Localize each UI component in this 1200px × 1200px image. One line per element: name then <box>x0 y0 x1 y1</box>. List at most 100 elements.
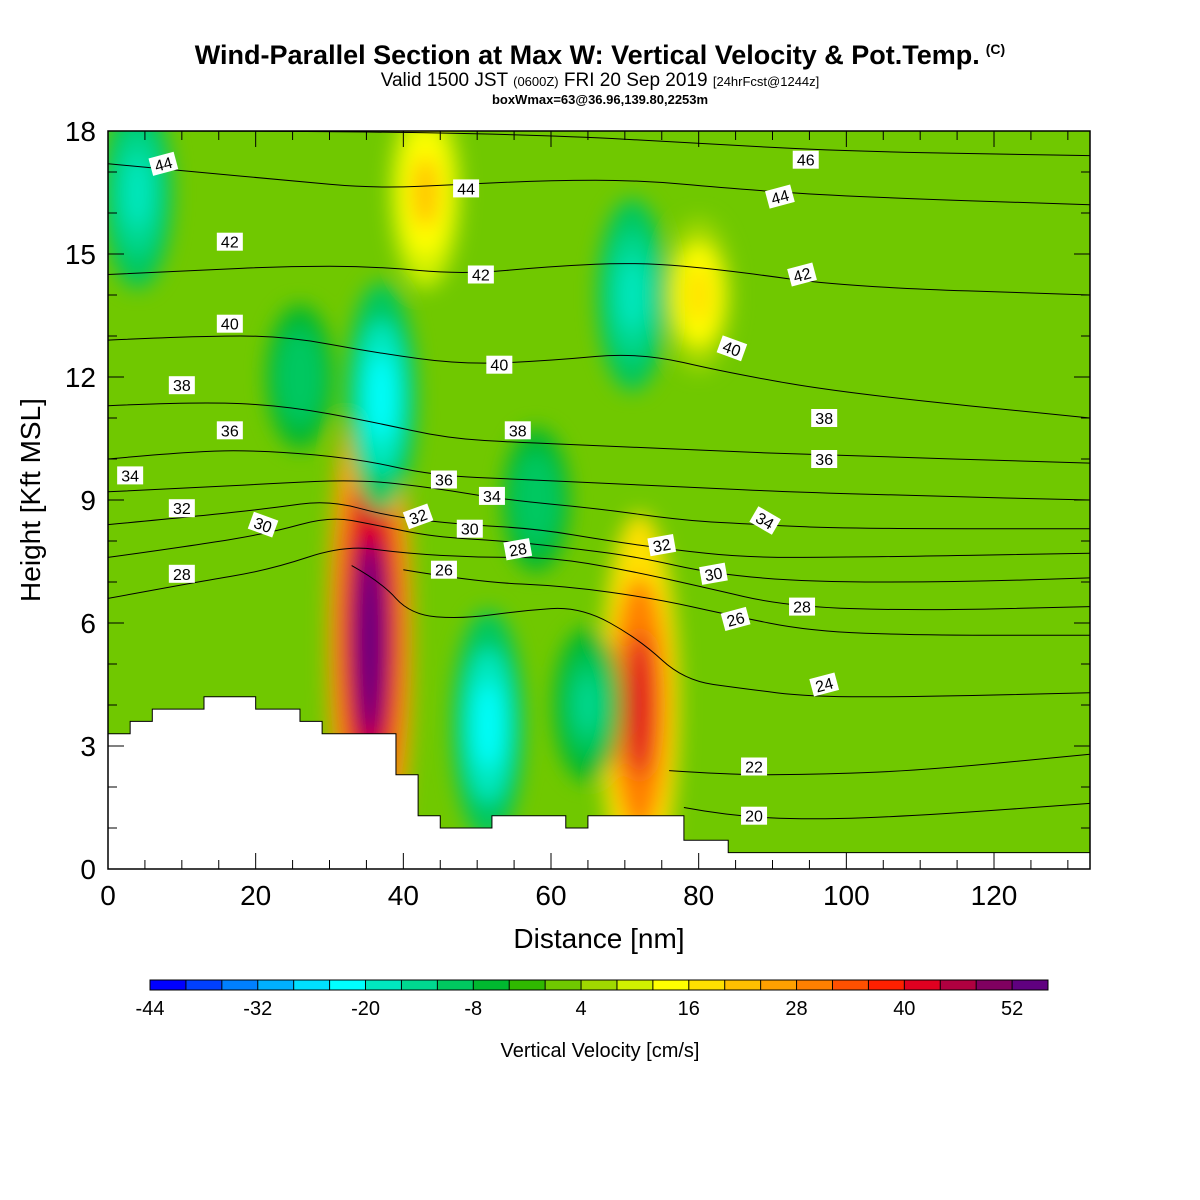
contour-label-text: 34 <box>483 489 501 506</box>
contour-label-text: 36 <box>815 452 833 469</box>
contour-label-text: 26 <box>725 610 747 631</box>
colorbar-swatch <box>688 980 726 990</box>
contour-label: 22 <box>741 757 768 777</box>
contour-label-text: 34 <box>121 468 139 485</box>
colorbar-label: Vertical Velocity [cm/s] <box>501 1040 700 1062</box>
contour-label: 44 <box>148 151 179 176</box>
contour-label-box <box>699 562 728 585</box>
contour-label-box <box>749 506 781 535</box>
contour-label: 34 <box>117 466 144 485</box>
contour-label-box <box>765 184 795 209</box>
y-tick-label: 0 <box>80 854 96 885</box>
colorbar-swatch <box>365 980 402 990</box>
contour-label: 34 <box>478 486 505 506</box>
colorbar-tick-label: -20 <box>351 998 380 1020</box>
colorbar-swatch <box>221 980 259 990</box>
colorbar-swatch <box>760 980 798 990</box>
contour-label-box <box>148 151 179 176</box>
contour-label-box <box>247 511 279 538</box>
contour-label-text: 42 <box>472 268 490 285</box>
y-tick-label: 6 <box>80 608 96 639</box>
contour-label-box <box>430 470 457 489</box>
contour-label: 26 <box>430 560 457 580</box>
contour-label-box <box>811 409 838 427</box>
contour-label: 32 <box>402 503 434 530</box>
contour-label-box <box>216 421 243 440</box>
contour-label-text: 22 <box>745 760 763 777</box>
contour-label-text: 38 <box>173 378 191 395</box>
colorbar-swatch <box>868 980 905 990</box>
valid-utc: (0600Z) <box>513 74 559 89</box>
theta-contour-42 <box>108 263 1090 296</box>
contour-label: 40 <box>486 355 513 375</box>
contour-label-text: 44 <box>153 155 175 176</box>
colorbar-tick-label: -32 <box>243 998 272 1020</box>
theta-contour-26 <box>403 569 1090 636</box>
contour-label-box <box>430 560 457 579</box>
chart-title: Wind-Parallel Section at Max W: Vertical… <box>0 40 1200 71</box>
contour-label-box <box>716 335 748 362</box>
terrain <box>108 696 1090 869</box>
colorbar-swatch <box>473 980 510 990</box>
velocity-cell-core <box>475 682 502 769</box>
y-tick-label: 12 <box>65 362 96 393</box>
velocity-cell-core <box>575 676 601 734</box>
contour-label-box <box>216 314 243 333</box>
contour-label-text: 32 <box>173 501 191 518</box>
forecast-info: [24hrFcst@1244z] <box>712 74 820 89</box>
contour-label-text: 46 <box>797 153 815 170</box>
box-info: boxWmax=63@36.96,139.80,2253m <box>491 92 709 107</box>
contour-label: 32 <box>168 499 195 518</box>
x-tick-label: 20 <box>240 880 271 911</box>
theta-contour-34 <box>108 480 1090 530</box>
velocity-cell-core <box>625 633 654 777</box>
contour-label-box <box>168 376 195 395</box>
contour-label-text: 40 <box>720 339 743 361</box>
contour-label-box <box>741 806 768 825</box>
contour-label-text: 30 <box>251 515 274 537</box>
contour-label: 32 <box>647 533 677 557</box>
contour-label: 28 <box>789 597 816 617</box>
colorbar-swatch <box>940 980 977 990</box>
contour-labels: 44 42 40 38 36 34 32 30 28 44 42 40 38 36 34 32 30 28 26 46… <box>117 150 840 826</box>
contour-label-box <box>789 597 816 616</box>
contour-label: 26 <box>720 606 751 631</box>
contour-label: 36 <box>216 421 243 440</box>
contour-label-text: 28 <box>793 600 811 617</box>
contour-label: 20 <box>741 806 768 826</box>
theta-contour-24 <box>351 565 1090 698</box>
theta-contour-32 <box>108 502 1090 558</box>
contour-label: 36 <box>430 470 457 490</box>
colorbar-swatch <box>581 980 618 990</box>
theta-contour-36 <box>108 450 1090 501</box>
colorbar-tick-label: -44 <box>136 998 165 1020</box>
contour-label: 40 <box>716 335 748 362</box>
velocity-cell-core <box>368 354 394 441</box>
colorbar-swatch <box>976 980 1013 990</box>
contour-label-text: 32 <box>652 537 673 557</box>
colorbar-frame <box>149 979 1049 991</box>
colorbar-tick-label: 16 <box>678 998 700 1020</box>
contour-label-box <box>503 538 533 561</box>
colorbar-swatch <box>724 980 762 990</box>
contour-label-box <box>453 179 480 198</box>
valid-prefix: Valid 1500 JST <box>380 70 508 91</box>
x-tick-label: 80 <box>683 880 714 911</box>
x-axis-label: Distance [nm] <box>513 923 684 954</box>
contour-label: 30 <box>699 562 728 585</box>
x-tick-label: 40 <box>388 880 419 911</box>
terrain-profile <box>108 696 1090 869</box>
theta-contours <box>108 131 1090 820</box>
velocity-cell-core <box>288 350 312 404</box>
velocity-cell-core <box>619 259 645 331</box>
colorbar-tick-label: -8 <box>464 998 482 1020</box>
velocity-cell-core <box>412 156 438 229</box>
colorbar-tick-label: 4 <box>575 998 586 1020</box>
contour-label: 40 <box>216 314 243 334</box>
chart-subtitle: Valid 1500 JST (0600Z) FRI 20 Sep 2019 [… <box>0 70 1200 92</box>
contour-label: 42 <box>216 232 243 252</box>
contour-label: 30 <box>456 519 483 539</box>
colorbar-swatch <box>904 980 941 990</box>
contour-label-text: 44 <box>769 188 791 209</box>
contour-label-text: 28 <box>173 567 191 584</box>
